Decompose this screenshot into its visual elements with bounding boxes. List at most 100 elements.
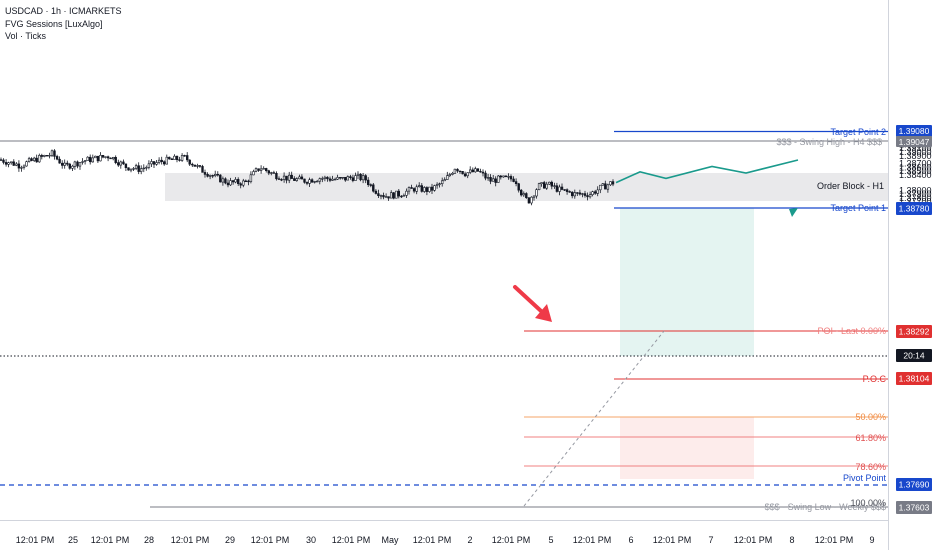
candle-body (35, 157, 38, 163)
candle-body (369, 184, 372, 186)
target2-price-tag: 1.39080 (896, 125, 932, 137)
candle-body (124, 163, 128, 168)
candle-body (417, 185, 421, 188)
time-tick-label: 9 (869, 535, 874, 545)
price-tick-label: 1.39100 (899, 143, 932, 153)
candle-body (354, 175, 357, 181)
candle-body (12, 161, 15, 166)
candle-body (257, 168, 260, 171)
candle-body (142, 167, 145, 170)
time-tick-label: 6 (628, 535, 633, 545)
candle-body (58, 158, 61, 164)
time-tick-label: 2 (467, 535, 472, 545)
time-tick-label: 12:01 PM (251, 535, 290, 545)
svg-text:1.39047: 1.39047 (899, 137, 930, 147)
candle-body (349, 176, 352, 179)
candle-body (359, 173, 362, 181)
candle-body (530, 196, 533, 204)
candle-body (7, 162, 10, 165)
candle-body (535, 189, 538, 197)
candle-body (491, 178, 495, 182)
candle-body (397, 190, 400, 197)
poc-price-tag: 1.38104 (896, 372, 932, 385)
candle-body (280, 179, 283, 181)
candle-body (96, 155, 100, 162)
candle-body (221, 178, 225, 183)
time-tick-label: 12:01 PM (171, 535, 210, 545)
svg-text:1.38292: 1.38292 (899, 327, 930, 337)
time-tick-label: 12:01 PM (573, 535, 612, 545)
candle-body (282, 175, 286, 180)
candle-body (609, 181, 612, 186)
candle-body (196, 165, 199, 167)
candle-body (504, 175, 508, 177)
candle-body (270, 172, 273, 174)
candle-body (346, 176, 349, 181)
time-tick-label: 12:01 PM (653, 535, 692, 545)
candle-body (351, 177, 355, 181)
candle-body (242, 180, 245, 186)
candle-body (507, 176, 510, 178)
candle-body (588, 194, 592, 198)
candle-body (410, 187, 413, 189)
svg-text:1.39080: 1.39080 (899, 126, 930, 136)
poi-label: POI - Last 0.00% (817, 326, 886, 336)
symbol-title[interactable]: USDCAD · 1h · ICMARKETS (5, 6, 122, 16)
candle-body (244, 180, 247, 182)
candle-body (601, 183, 605, 186)
candle-body (527, 197, 531, 204)
swing-high-label: $$$ - Swing High - H4 $$$ (776, 137, 882, 147)
candle-body (328, 178, 332, 181)
candle-body (104, 156, 107, 158)
candle-body (570, 191, 574, 197)
swing-low-price-tag: 1.37603 (896, 501, 932, 514)
candle-body (219, 174, 222, 183)
candle-body (310, 179, 314, 183)
price-tick-label: 1.38000 (899, 185, 932, 195)
projection-arrowhead (789, 208, 798, 217)
candle-body (509, 176, 513, 180)
candle-body (583, 193, 587, 196)
candle-body (155, 162, 158, 165)
candle-body (2, 159, 5, 163)
candle-body (313, 181, 316, 183)
candle-body (553, 185, 556, 187)
candle-body (109, 157, 112, 160)
candle-body (150, 161, 153, 165)
candle-body (254, 168, 258, 172)
svg-text:1.37690: 1.37690 (899, 480, 930, 490)
candle-body (463, 173, 467, 177)
indicator-fvg-sessions[interactable]: FVG Sessions [LuxAlgo] (5, 18, 103, 29)
candle-body (402, 195, 406, 197)
candle-body (591, 191, 594, 195)
candle-body (573, 192, 577, 197)
candle-body (60, 162, 64, 166)
swing-high-price-tag: 1.39047 (896, 136, 932, 147)
candle-body (338, 177, 342, 179)
time-axis[interactable]: 12:01 PM 25 12:01 PM 28 12:01 PM 29 12:01 PM 30… (16, 535, 875, 545)
candle-body (25, 161, 28, 167)
candle-body (203, 172, 207, 175)
candle-body (377, 193, 380, 197)
candle-body (239, 183, 242, 186)
candle-body (206, 174, 209, 177)
candle-body (512, 178, 515, 182)
svg-text:1.38780: 1.38780 (899, 204, 930, 214)
candle-body (537, 183, 541, 191)
candle-body (272, 172, 276, 174)
candle-body (198, 165, 202, 167)
swing-low-label: $$$ - Swing Low - Weekly $$$ (765, 502, 886, 512)
candle-body (474, 168, 477, 173)
indicator-volume[interactable]: Vol · Ticks (5, 31, 47, 41)
poi-price-tag: 1.38292 (896, 325, 932, 338)
candle-body (336, 177, 339, 180)
candle-body (517, 183, 520, 191)
candle-body (137, 165, 140, 172)
fib-50-label: 50.00% (855, 412, 886, 422)
target1-price-tag: 1.38780 (896, 202, 932, 215)
candle-body (568, 191, 571, 193)
candle-body (596, 189, 599, 194)
price-tick-label: 1.38400 (899, 170, 932, 180)
candle-body (83, 160, 87, 162)
